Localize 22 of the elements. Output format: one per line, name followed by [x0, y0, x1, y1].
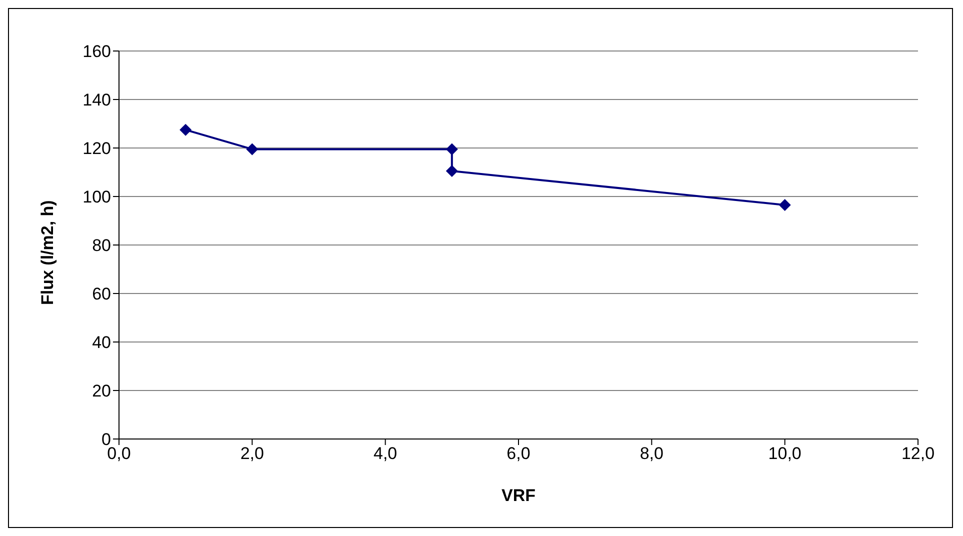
- y-tick-label: 100: [82, 188, 111, 207]
- x-tick-label: 8,0: [640, 444, 664, 464]
- y-tick-label: 60: [92, 284, 111, 304]
- y-tick-label: 80: [92, 236, 111, 256]
- point: [778, 198, 791, 211]
- x-tick-label: 10,0: [768, 444, 802, 464]
- y-tick-label: 140: [82, 90, 111, 110]
- x-axis-title: VRF: [502, 486, 536, 505]
- x-tick-label: 0,0: [107, 444, 131, 464]
- x-tick-label: 12,0: [901, 444, 935, 464]
- y-tick-label: 40: [92, 333, 111, 352]
- x-tick-label: 2,0: [240, 444, 264, 464]
- x-tick-label: 4,0: [374, 444, 398, 464]
- point: [180, 124, 192, 136]
- y-tick-label: 20: [92, 382, 111, 401]
- y-tick-label: 120: [82, 139, 111, 158]
- x-tick-label: 6,0: [506, 444, 530, 464]
- y-axis-title: Flux (l/m2, h): [38, 200, 58, 305]
- point: [446, 165, 458, 178]
- point: [246, 143, 258, 156]
- y-tick-label: 160: [82, 42, 111, 62]
- point: [446, 143, 458, 156]
